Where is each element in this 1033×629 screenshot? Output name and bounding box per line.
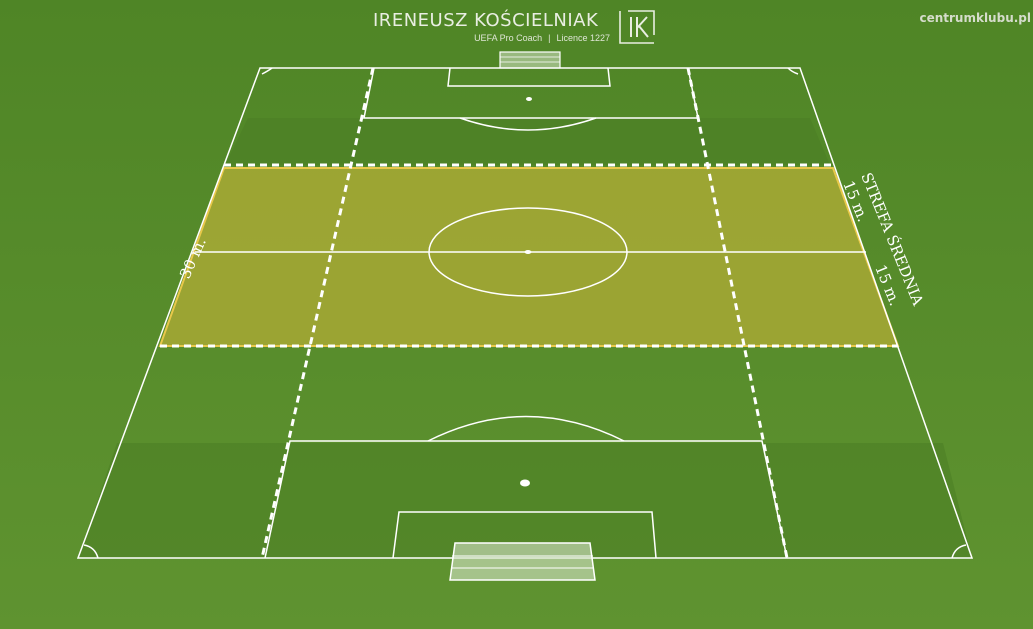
bottom-penalty-area — [264, 440, 788, 559]
coach-role: UEFA Pro Coach — [474, 33, 543, 43]
bottom-penalty-spot — [520, 479, 530, 487]
centre-circle — [428, 207, 628, 297]
pitch-outline — [76, 67, 974, 559]
middle-zone-highlight — [158, 167, 900, 347]
top-goal — [499, 51, 561, 69]
bottom-goal — [449, 542, 596, 581]
grass-stripe — [78, 443, 972, 558]
corner-arc — [951, 544, 967, 559]
top-goal-area — [447, 67, 611, 87]
coach-name: IRENEUSZ KOŚCIELNIAK — [373, 10, 599, 31]
centre-spot — [524, 250, 532, 254]
bottom-penalty-arc — [427, 415, 625, 442]
top-penalty-arc — [459, 117, 597, 131]
grass-stripe — [225, 118, 830, 165]
coach-licence: Licence 1227 — [556, 33, 610, 43]
top-penalty-spot — [526, 97, 532, 101]
bottom-goal-area — [392, 511, 657, 559]
corner-arc — [83, 544, 99, 559]
corner-arc — [787, 67, 799, 75]
ik-logo — [619, 10, 655, 44]
coach-credentials: UEFA Pro Coach | Licence 1227 — [400, 33, 610, 43]
credentials-separator: | — [548, 33, 551, 43]
site-url[interactable]: centrumklubu.pl — [919, 11, 1031, 25]
corner-arc — [261, 67, 273, 75]
